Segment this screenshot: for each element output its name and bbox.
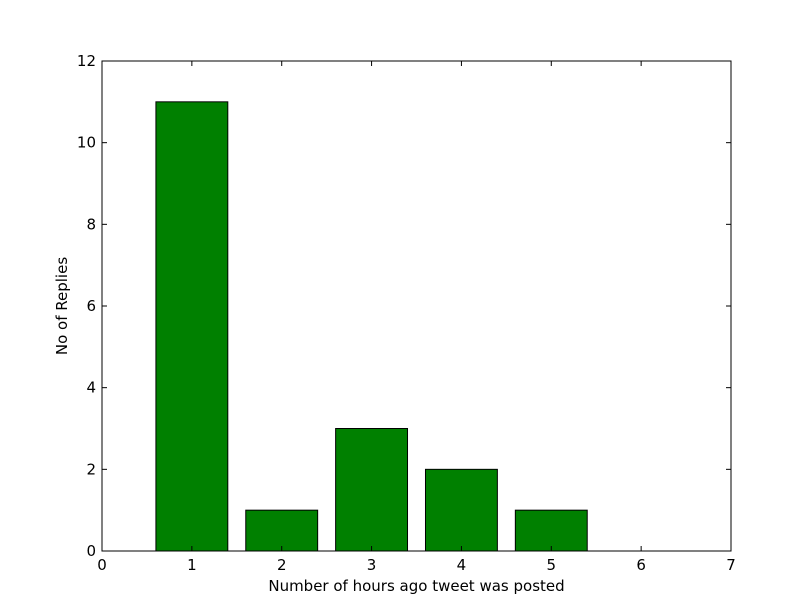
y-axis-label: No of Replies [53,257,71,355]
x-tick-label-7: 7 [726,556,736,574]
bar-3 [335,428,409,552]
bar-2 [245,509,319,552]
bars-layer [155,101,588,552]
y-tick-label-12: 12 [77,52,96,70]
x-tick-label-3: 3 [367,556,377,574]
y-tick-label-8: 8 [86,215,96,233]
x-tick-label-0: 0 [97,556,107,574]
x-axis-label: Number of hours ago tweet was posted [268,577,564,595]
x-tick-label-4: 4 [457,556,467,574]
x-tick-label-5: 5 [547,556,557,574]
plot-frame [101,60,732,552]
y-tick-label-2: 2 [86,460,96,478]
bar-4 [424,468,498,552]
y-tick-label-4: 4 [86,379,96,397]
x-tick-label-1: 1 [187,556,197,574]
y-tick-label-0: 0 [86,542,96,560]
bar-5 [514,509,588,552]
y-tick-label-6: 6 [86,297,96,315]
y-tick-label-10: 10 [77,134,96,152]
bar-1 [155,101,229,552]
x-tick-label-2: 2 [277,556,287,574]
x-tick-label-6: 6 [636,556,646,574]
